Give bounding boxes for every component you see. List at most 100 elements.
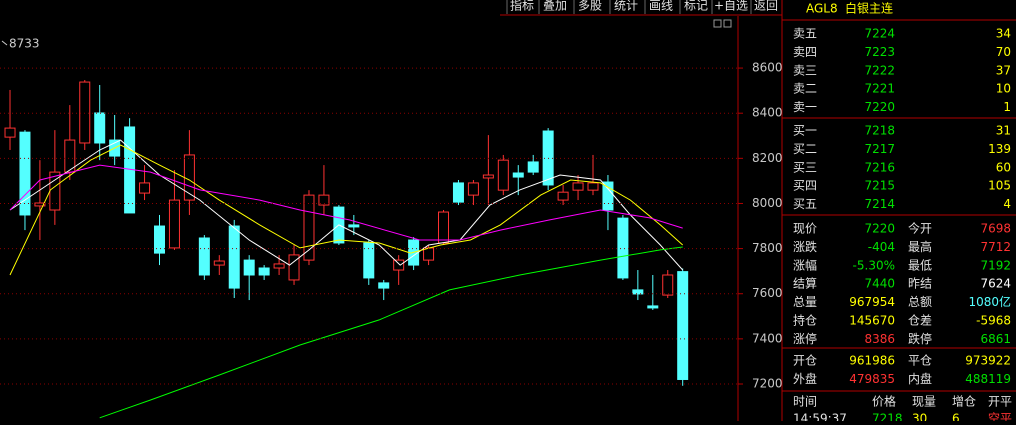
stat-value: -5.30% bbox=[853, 258, 895, 272]
trade-column-header: 价格 bbox=[872, 394, 896, 409]
candle-body bbox=[602, 181, 614, 211]
stat-value: -5968 bbox=[976, 314, 1011, 328]
candle-body bbox=[348, 224, 360, 228]
stat-value: 8386 bbox=[864, 332, 895, 346]
book-price: 7222 bbox=[864, 63, 895, 77]
y-tick-label: 7400 bbox=[752, 331, 783, 345]
candle-body bbox=[393, 259, 405, 271]
max-annotation: 8733 bbox=[9, 37, 40, 51]
moving-average-line bbox=[9, 139, 684, 271]
stat-value: 7624 bbox=[980, 277, 1011, 291]
candle-body bbox=[94, 112, 106, 144]
candle-body bbox=[467, 182, 479, 196]
stat-value: 973922 bbox=[965, 354, 1011, 368]
stat-label: 最低 bbox=[908, 258, 932, 272]
stat-value: 961986 bbox=[849, 354, 895, 368]
candle-body bbox=[19, 131, 31, 216]
trade-column-header: 开平 bbox=[988, 395, 1012, 409]
candle-body bbox=[258, 267, 270, 276]
trade-column-header: 时间 bbox=[793, 395, 817, 409]
moving-average-line bbox=[99, 246, 683, 419]
stat-value: 6861 bbox=[980, 332, 1011, 346]
candle-body bbox=[527, 161, 539, 173]
candle-body bbox=[497, 159, 509, 191]
candle-body bbox=[303, 194, 315, 261]
stat-label: 结算 bbox=[793, 276, 817, 291]
book-volume: 139 bbox=[988, 142, 1011, 156]
book-volume: 10 bbox=[996, 82, 1011, 96]
book-label: 买二 bbox=[793, 142, 817, 156]
stat-label: 昨结 bbox=[908, 277, 932, 291]
toolbar-button[interactable]: +自选 bbox=[714, 0, 748, 13]
candle-body bbox=[318, 194, 330, 206]
stat-label: 今开 bbox=[908, 221, 932, 236]
candle-body bbox=[288, 254, 300, 281]
candle-body bbox=[213, 260, 225, 266]
stat-label: 开仓 bbox=[793, 354, 817, 368]
moving-average-line bbox=[9, 144, 684, 276]
candle-body bbox=[438, 211, 450, 244]
book-price: 7224 bbox=[864, 27, 895, 41]
candle-body bbox=[79, 81, 91, 144]
toolbar-button[interactable]: 返回 bbox=[754, 0, 778, 13]
book-label: 买五 bbox=[793, 197, 817, 211]
candle-body bbox=[617, 217, 629, 279]
stat-label: 持仓 bbox=[793, 313, 817, 328]
book-label: 卖四 bbox=[793, 45, 817, 59]
trade-cell: 6 bbox=[952, 412, 960, 422]
candle-body bbox=[557, 191, 569, 201]
book-label: 买一 bbox=[793, 124, 817, 138]
window-icon[interactable] bbox=[723, 19, 732, 28]
candle-body bbox=[482, 174, 494, 179]
stat-label: 涨幅 bbox=[793, 257, 817, 272]
toolbar-button[interactable]: 统计 bbox=[614, 0, 638, 13]
candle-body bbox=[423, 247, 435, 261]
book-price: 7215 bbox=[864, 179, 895, 193]
candle-body bbox=[647, 305, 659, 309]
candle-body bbox=[168, 199, 180, 249]
stat-value: 967954 bbox=[849, 295, 895, 309]
book-price: 7214 bbox=[864, 197, 895, 211]
toolbar-button[interactable]: 画线 bbox=[649, 0, 673, 13]
book-label: 买四 bbox=[793, 179, 817, 193]
candle-body bbox=[587, 182, 599, 191]
trade-column-header: 现量 bbox=[912, 395, 936, 409]
stat-value: 7192 bbox=[980, 258, 1011, 272]
trade-cell: 14:59:37 bbox=[793, 412, 847, 422]
book-volume: 60 bbox=[996, 160, 1011, 174]
toolbar-button[interactable]: 指标 bbox=[510, 0, 534, 13]
stat-label: 总量 bbox=[793, 295, 817, 309]
book-volume: 37 bbox=[996, 63, 1011, 77]
stat-label: 涨停 bbox=[793, 331, 817, 346]
stat-label: 平仓 bbox=[908, 354, 932, 368]
book-volume: 34 bbox=[996, 27, 1011, 41]
book-price: 7223 bbox=[864, 45, 895, 59]
candle-body bbox=[363, 242, 375, 279]
stat-value: 479835 bbox=[849, 372, 895, 386]
candle-body bbox=[677, 271, 689, 380]
candle-body bbox=[662, 274, 674, 296]
window-icon[interactable] bbox=[713, 19, 722, 28]
y-tick-label: 7200 bbox=[752, 376, 783, 390]
toolbar-button[interactable]: 多股 bbox=[578, 0, 602, 13]
toolbar-button[interactable]: 标记 bbox=[684, 0, 708, 13]
candle-body bbox=[198, 237, 210, 276]
candle-body bbox=[34, 202, 46, 207]
book-volume: 70 bbox=[996, 45, 1011, 59]
instrument-name: 白银主连 bbox=[845, 1, 893, 16]
candle-body bbox=[512, 172, 524, 178]
y-tick-label: 8200 bbox=[752, 151, 783, 165]
moving-average-line bbox=[9, 164, 683, 241]
y-tick-label: 7800 bbox=[752, 241, 783, 255]
candle-body bbox=[572, 182, 584, 191]
stat-value: 7440 bbox=[864, 277, 895, 291]
book-label: 卖一 bbox=[793, 100, 817, 114]
stat-label: 外盘 bbox=[793, 371, 817, 386]
candle-body bbox=[378, 282, 390, 289]
stat-label: 涨跌 bbox=[793, 239, 817, 254]
stat-value: 7220 bbox=[864, 222, 895, 236]
book-price: 7216 bbox=[864, 160, 895, 174]
toolbar-button[interactable]: 叠加 bbox=[543, 0, 567, 13]
symbol: AGL8 bbox=[806, 2, 838, 16]
book-price: 7221 bbox=[864, 82, 895, 96]
